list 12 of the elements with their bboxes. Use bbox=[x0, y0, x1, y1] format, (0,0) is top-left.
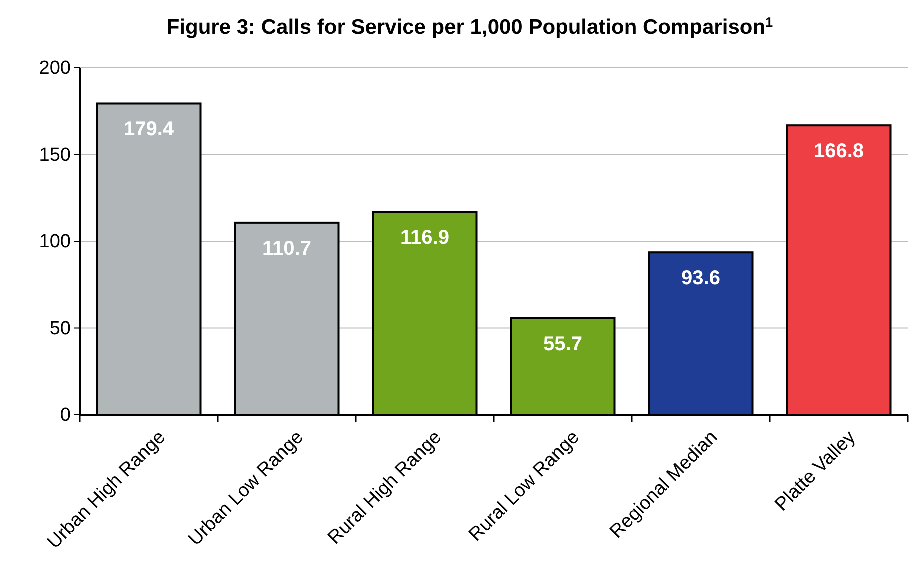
data-label: 93.6 bbox=[682, 268, 720, 290]
y-tick-label: 150 bbox=[39, 144, 71, 166]
data-label: 55.7 bbox=[544, 333, 582, 356]
y-tick-label: 100 bbox=[39, 232, 71, 253]
chart-title: Figure 3: Calls for Service per 1,000 Population Comparison$^{1}$ bbox=[166, 14, 774, 39]
data-label: 179.4 bbox=[124, 118, 175, 141]
data-label: 110.7 bbox=[262, 238, 312, 260]
data-label: 116.9 bbox=[400, 227, 450, 250]
y-tick-label: 0 bbox=[60, 405, 71, 426]
y-tick-label: 200 bbox=[39, 58, 71, 80]
data-label: 166.8 bbox=[814, 140, 864, 163]
y-tick-label: 50 bbox=[50, 318, 71, 340]
